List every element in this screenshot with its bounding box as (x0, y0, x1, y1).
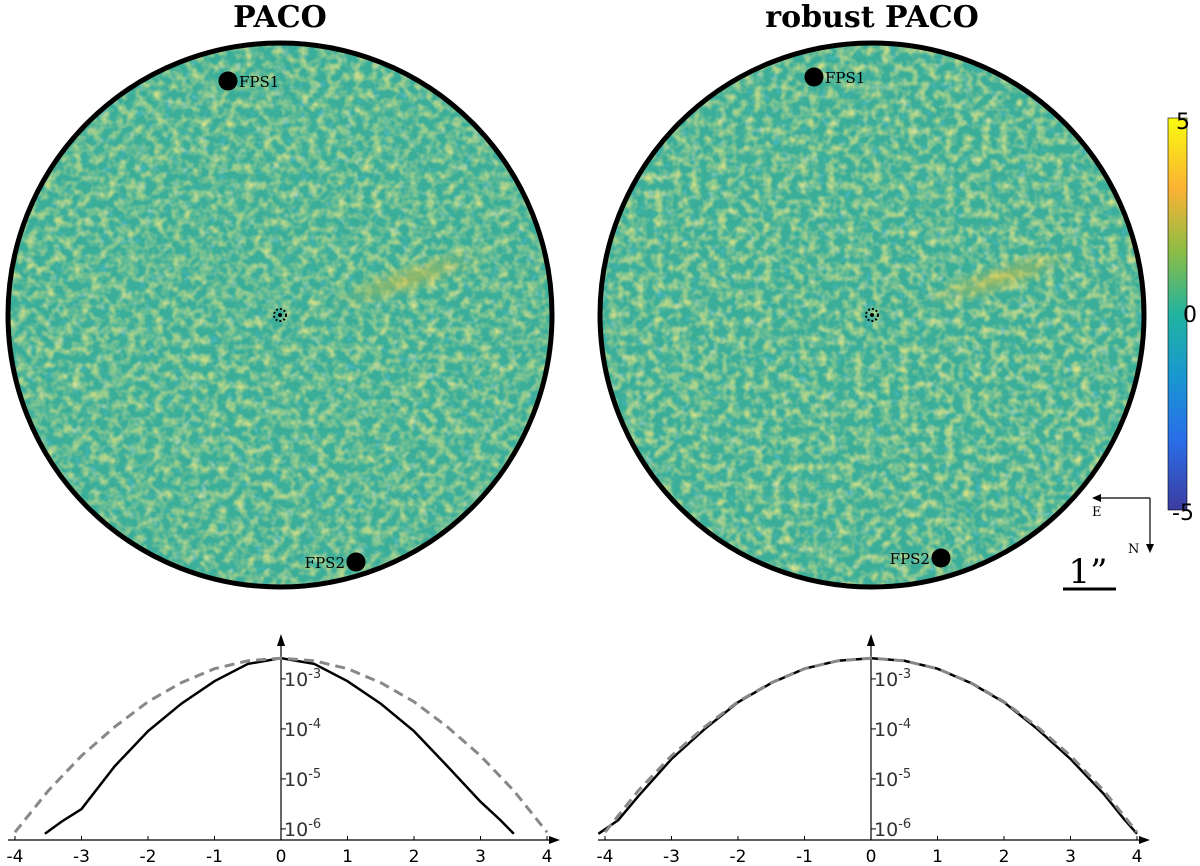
fps1-marker-dot (218, 71, 238, 91)
x-tick-label: 1 (342, 847, 353, 866)
scale-bar-label: 1” (1068, 552, 1107, 592)
y-tick-label: 10-6 (284, 817, 321, 841)
compass-east-label: E (1092, 505, 1102, 520)
fps1-label-right: FPS1 (825, 69, 865, 87)
y-axis-arrowhead (277, 634, 285, 646)
x-tick-label: -2 (730, 847, 747, 866)
x-tick-label: 4 (542, 847, 553, 866)
panel-title-robust-paco: robust PACO (765, 0, 979, 35)
scale-bar: 1” (1063, 552, 1116, 592)
colorbar-tick-zero: 0 (1183, 303, 1197, 328)
histogram-plot-robust-paco: -4 -3 -2 -1 0 1 2 3 4 10-3 10-4 10-5 10-6 (597, 634, 1150, 866)
y-tick-label: 10-3 (874, 667, 911, 691)
fps1-label-left: FPS1 (239, 73, 279, 91)
fps2-label-right: FPS2 (890, 550, 930, 568)
x-tick-label: -3 (73, 847, 90, 866)
empirical-histogram-curve (44, 656, 515, 835)
y-axis-arrowhead (867, 634, 875, 646)
y-tick-label: 10-4 (874, 717, 911, 741)
x-tick-label: -1 (206, 847, 223, 866)
star-center-marker (273, 308, 287, 322)
histogram-plot-paco: -4 -3 -2 -1 0 1 2 3 4 10-3 10-4 10-5 10-6 (7, 634, 560, 866)
empirical-histogram-curve (597, 656, 1138, 835)
compass-north-label: N (1128, 542, 1139, 557)
field-of-view-circle (5, 40, 555, 590)
fps2-marker-dot (346, 552, 366, 572)
y-tick-label: 10-6 (874, 817, 911, 841)
colorbar: 5 0 -5 (1167, 110, 1197, 526)
x-tick-label: -1 (796, 847, 813, 866)
x-tick-label: -4 (597, 847, 614, 866)
x-tick-label: 0 (866, 847, 877, 866)
x-axis-arrowhead (1139, 836, 1150, 844)
x-tick-label: -2 (140, 847, 157, 866)
compass-rose: E N (1092, 494, 1154, 557)
y-tick-label: 10-5 (874, 767, 911, 791)
y-tick-label: 10-5 (284, 767, 321, 791)
star-center-marker (865, 308, 879, 322)
fps2-label-left: FPS2 (305, 554, 345, 572)
fps1-marker-dot (804, 67, 824, 87)
field-of-view-circle (597, 40, 1147, 590)
x-tick-label: -4 (7, 847, 24, 866)
x-tick-label: 2 (409, 847, 420, 866)
panel-title-paco: PACO (233, 0, 327, 35)
colorbar-tick-max: 5 (1176, 110, 1190, 135)
snr-map-paco (5, 40, 555, 590)
x-tick-label: 0 (276, 847, 287, 866)
x-axis-arrowhead (549, 836, 560, 844)
colorbar-tick-min: -5 (1172, 501, 1194, 526)
gaussian-reference-curve (13, 656, 549, 834)
gaussian-reference-curve (603, 656, 1139, 834)
x-tick-label: 1 (932, 847, 943, 866)
x-tick-label: 4 (1132, 847, 1143, 866)
x-tick-label: 3 (475, 847, 486, 866)
x-tick-label: 3 (1065, 847, 1076, 866)
x-tick-label: -3 (663, 847, 680, 866)
fps2-marker-dot (931, 548, 951, 568)
y-tick-label: 10-3 (284, 667, 321, 691)
snr-map-robust-paco (597, 40, 1147, 590)
y-tick-label: 10-4 (284, 717, 321, 741)
x-tick-label: 2 (999, 847, 1010, 866)
